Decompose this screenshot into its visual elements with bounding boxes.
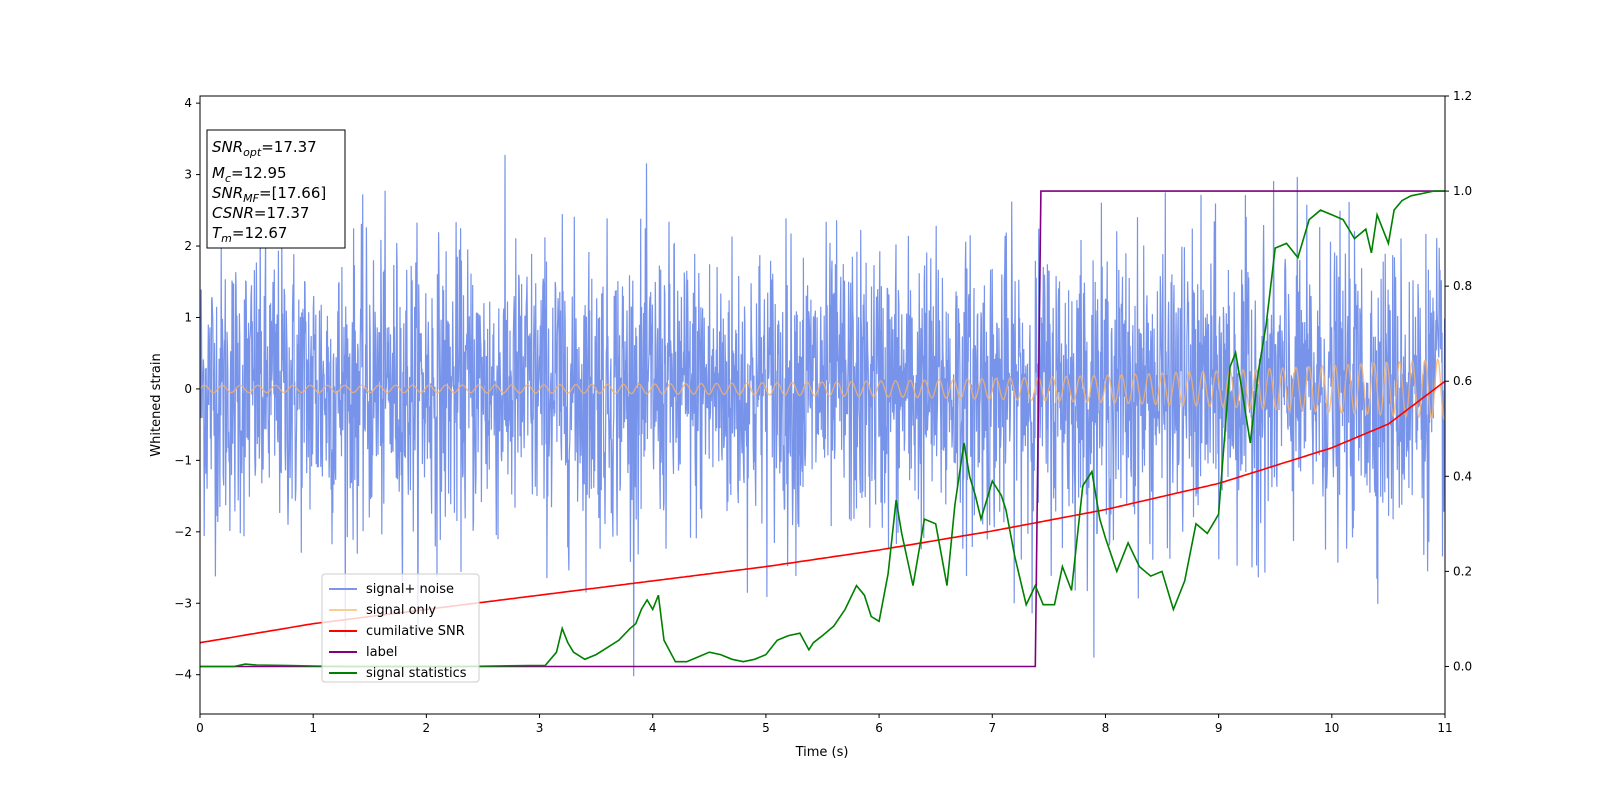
y-axis-ticks: 4 3 2 1 0 −1 −2 −3 −4 <box>174 96 200 682</box>
y2-tick-label: 0.8 <box>1453 279 1472 293</box>
y-tick-label: −3 <box>174 596 192 610</box>
x-tick-label: 9 <box>1215 721 1223 735</box>
y-tick-label: −4 <box>174 668 192 682</box>
stats-box: SNRopt=17.37 Mc=12.95SNRMF=[17.66]CSNR=17… <box>206 129 346 249</box>
signal-statistics-line <box>200 190 1445 668</box>
y2-tick-label: 0.6 <box>1453 374 1472 388</box>
legend-label: signal+ noise <box>366 582 454 597</box>
x-tick-label: 5 <box>762 721 770 735</box>
stats-line: SNRMF=[17.66] <box>212 184 326 205</box>
x-axis-ticks: 0 1 2 3 4 5 6 7 8 9 10 11 <box>196 714 1453 735</box>
y-axis-label: Whitened strain <box>149 353 164 456</box>
y-tick-label: 4 <box>184 96 192 110</box>
legend-label: cumilative SNR <box>366 624 465 639</box>
stats-line: Mc=12.95 <box>212 164 287 185</box>
y-tick-label: 2 <box>184 239 192 253</box>
x-tick-label: 3 <box>536 721 544 735</box>
x-tick-label: 7 <box>988 721 996 735</box>
x-tick-label: 4 <box>649 721 657 735</box>
signal-only-series <box>200 358 1445 420</box>
legend-label: label <box>366 645 397 660</box>
x-axis-label: Time (s) <box>795 745 849 760</box>
x-tick-label: 8 <box>1102 721 1110 735</box>
stats-line: SNRopt=17.37 <box>212 138 317 159</box>
y-tick-label: 0 <box>184 382 192 396</box>
y2-tick-label: 0.4 <box>1453 469 1472 483</box>
x-tick-label: 11 <box>1437 721 1452 735</box>
stats-line: CSNR=17.37 <box>212 204 309 222</box>
stats-box-frame <box>206 129 346 249</box>
y2-tick-label: 1.2 <box>1453 89 1472 103</box>
y2-tick-label: 1.0 <box>1453 184 1472 198</box>
legend-label: signal statistics <box>366 666 467 681</box>
legend-frame <box>321 573 480 683</box>
y-tick-label: −2 <box>174 525 192 539</box>
x-tick-label: 0 <box>196 721 204 735</box>
y2-tick-label: 0.2 <box>1453 564 1472 578</box>
plot-frame <box>199 95 1446 715</box>
y2-axis-ticks: 1.2 1.0 0.8 0.6 0.4 0.2 0.0 <box>1445 89 1472 673</box>
y-tick-label: 1 <box>184 310 192 324</box>
y2-tick-label: 0.0 <box>1453 659 1472 673</box>
legend: signal+ noise signal only cumilative SNR la… <box>321 573 480 683</box>
legend-label: signal only <box>366 603 436 618</box>
signal-noise-line <box>200 154 1445 677</box>
stats-line: Tm=12.67 <box>212 224 287 245</box>
label-line <box>200 190 1445 668</box>
x-tick-label: 2 <box>423 721 431 735</box>
y-tick-label: −1 <box>174 453 192 467</box>
x-tick-label: 1 <box>309 721 317 735</box>
y-tick-label: 3 <box>184 168 192 182</box>
signal-only-line <box>200 358 1445 420</box>
signal-noise-series <box>200 154 1445 677</box>
x-tick-label: 6 <box>875 721 883 735</box>
x-tick-label: 10 <box>1324 721 1339 735</box>
